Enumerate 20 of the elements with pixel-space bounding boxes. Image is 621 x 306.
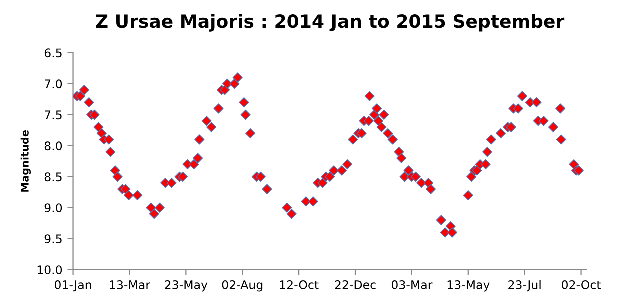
y-tick-label: 9.5 bbox=[44, 234, 62, 244]
x-tick-label: 01-Jan bbox=[54, 280, 92, 292]
x-tick-label: 03-Mar bbox=[392, 280, 433, 290]
x-tick-label: 23-May bbox=[165, 280, 208, 292]
x-tick-label: 13-May bbox=[448, 280, 490, 292]
y-tick-label: 10.0 bbox=[38, 266, 62, 275]
x-tick-label: 22-Dec bbox=[335, 280, 376, 290]
y-axis-title: Magnitude bbox=[20, 130, 32, 192]
x-tick-label: 13-Mar bbox=[110, 280, 150, 290]
x-tick-label: 12-Oct bbox=[280, 280, 319, 290]
chart-title: Z Ursae Majoris : 2014 Jan to 2015 September bbox=[96, 14, 565, 32]
y-tick-label: 7.0 bbox=[45, 80, 62, 89]
y-tick-label: 7.5 bbox=[45, 110, 62, 120]
y-tick-label: 8.5 bbox=[44, 172, 62, 182]
x-tick-label: 02-Aug bbox=[222, 280, 263, 292]
x-tick-label: 23-Jul bbox=[508, 280, 541, 292]
y-tick-label: 8.0 bbox=[44, 142, 62, 151]
x-tick-label: 02-Oct bbox=[562, 280, 602, 290]
y-tick-label: 6.5 bbox=[44, 48, 62, 58]
y-tick-label: 9.0 bbox=[44, 204, 62, 213]
